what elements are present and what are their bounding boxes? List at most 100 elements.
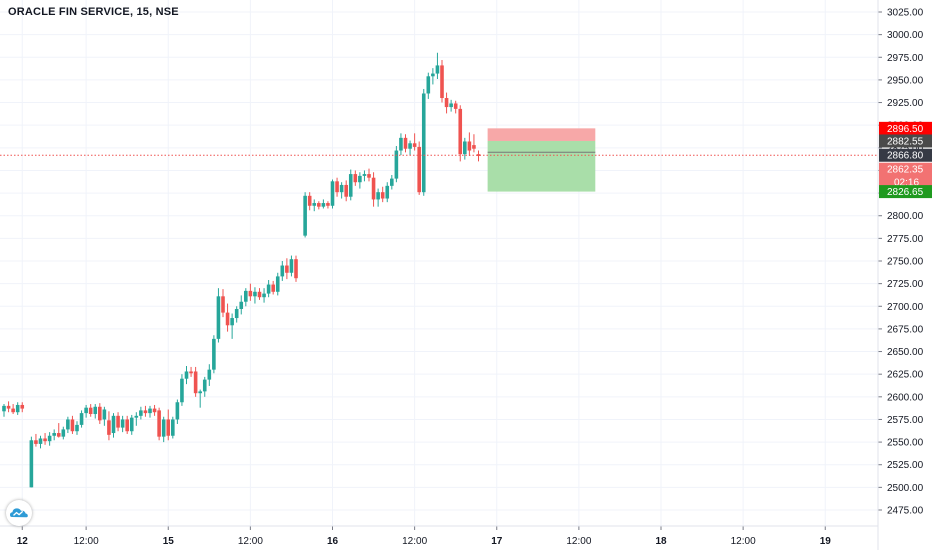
candle-down: [152, 408, 157, 413]
candle-up: [303, 195, 307, 236]
candle-up: [93, 406, 98, 415]
candle-up: [399, 137, 403, 151]
candle-up: [61, 429, 66, 437]
candle-up: [207, 369, 212, 380]
candle-up: [253, 291, 257, 297]
x-tick-label: 18: [655, 536, 667, 547]
candle-up: [426, 76, 431, 94]
y-tick-label: 3025.00: [887, 8, 924, 19]
y-tick-label: 2950.00: [887, 75, 924, 86]
candle-down: [326, 203, 330, 206]
candle-down: [34, 440, 38, 444]
candle-up: [230, 318, 234, 326]
y-tick-label: 2550.00: [887, 438, 924, 449]
y-tick-label: 2725.00: [887, 279, 924, 290]
candle-up: [84, 407, 88, 414]
candle-up: [376, 192, 380, 200]
candle-down: [189, 371, 193, 374]
x-tick-label: 19: [820, 536, 832, 547]
x-tick-label: 17: [491, 536, 503, 547]
candle-up: [244, 290, 248, 302]
candle-up: [38, 438, 43, 444]
candle-up: [129, 417, 134, 432]
candle-down: [248, 290, 253, 297]
stop-price-tag: 2896.50: [887, 124, 924, 135]
x-tick-label: 16: [327, 536, 339, 547]
y-tick-label: 2500.00: [887, 483, 924, 494]
x-tick-label: 15: [163, 536, 175, 547]
x-tick-label: 12:00: [74, 536, 99, 547]
candle-up: [198, 391, 202, 394]
candle-down: [6, 405, 11, 409]
candle-up: [348, 174, 353, 197]
candle-down: [403, 137, 408, 149]
y-tick-label: 2600.00: [887, 392, 924, 403]
candles: [2, 52, 481, 488]
candle-up: [180, 378, 184, 403]
candle-down: [143, 410, 148, 414]
candle-up: [161, 419, 166, 437]
candle-up: [171, 419, 175, 436]
candle-down: [417, 146, 421, 193]
candle-up: [134, 415, 139, 418]
candle-down: [166, 419, 171, 436]
stop-price-tag-bg: [879, 121, 932, 135]
candle-up: [390, 178, 394, 186]
position-zones: [487, 128, 596, 192]
last-price-tag-bg: [879, 162, 932, 189]
candle-down: [43, 438, 47, 442]
candle-up: [234, 308, 239, 319]
x-tick-label: 12:00: [238, 536, 263, 547]
candle-up: [52, 433, 56, 436]
countdown-tag: 02:16: [894, 178, 919, 189]
candle-up: [202, 379, 207, 392]
candle-up: [431, 73, 435, 77]
candle-down: [125, 419, 129, 432]
target-price-tag: 2826.65: [887, 187, 924, 198]
candle-up: [358, 175, 362, 183]
candle-up: [79, 413, 84, 425]
candle-down: [453, 103, 458, 109]
candle-up: [29, 440, 34, 488]
candle-up: [339, 184, 344, 193]
candle-down: [225, 312, 230, 326]
y-tick-label: 2925.00: [887, 98, 924, 109]
candle-up: [266, 284, 271, 294]
x-tick-label: 12:00: [731, 536, 756, 547]
candle-down: [440, 65, 444, 99]
candle-up: [408, 143, 412, 149]
tradingview-cloud-logo[interactable]: [6, 500, 32, 526]
tradingview-cloud-icon: [10, 508, 28, 518]
candle-up: [463, 141, 467, 155]
candle-down: [371, 177, 376, 200]
candle-up: [184, 371, 189, 379]
y-tick-label: 2750.00: [887, 257, 924, 268]
candle-up: [15, 404, 20, 413]
grid: [0, 0, 878, 526]
candle-up: [47, 435, 52, 442]
candle-up: [139, 410, 143, 416]
candle-down: [458, 108, 463, 155]
y-tick-label: 2575.00: [887, 415, 924, 426]
candle-up: [321, 203, 326, 207]
candle-down: [476, 154, 481, 156]
candle-down: [116, 415, 120, 428]
candle-up: [111, 415, 116, 434]
candle-up: [421, 93, 426, 193]
candle-up: [175, 402, 180, 420]
y-tick-label: 2775.00: [887, 234, 924, 245]
candle-up: [362, 174, 367, 176]
candle-down: [98, 406, 102, 421]
x-tick-label: 12: [17, 536, 29, 547]
candle-up: [216, 296, 221, 339]
candle-up: [75, 424, 79, 432]
candle-up: [312, 203, 317, 206]
candle-up: [148, 408, 152, 414]
y-tick-label: 2625.00: [887, 370, 924, 381]
last-price-tag: 2862.35: [887, 165, 924, 176]
candle-down: [367, 174, 371, 178]
chart-title: ORACLE FIN SERVICE, 15, NSE: [8, 6, 179, 18]
